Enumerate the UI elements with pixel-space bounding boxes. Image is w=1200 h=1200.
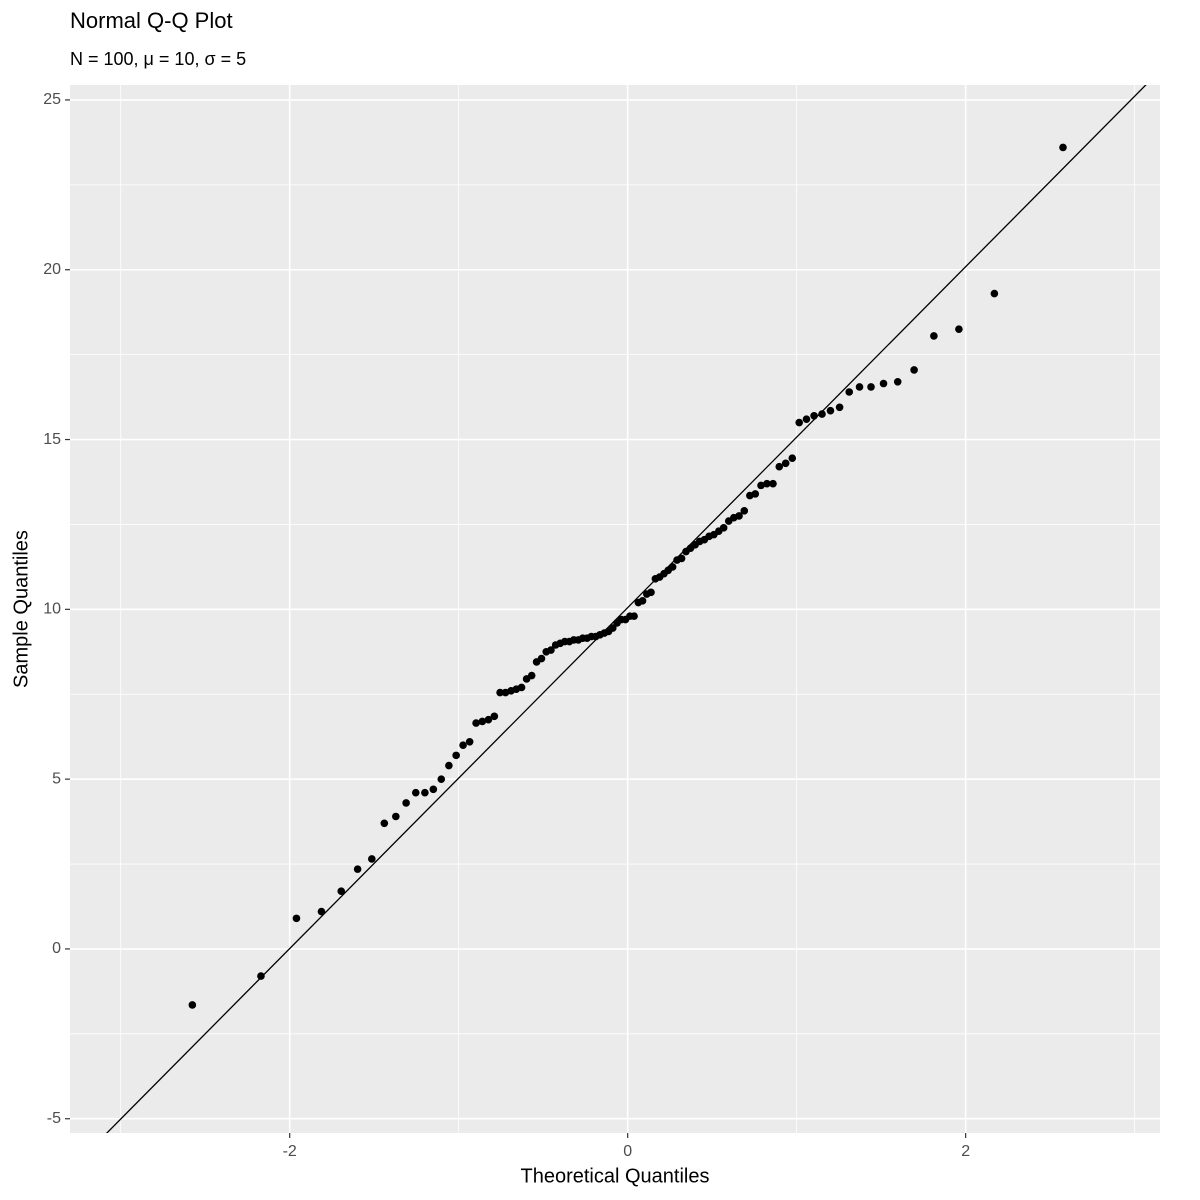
point bbox=[429, 785, 438, 794]
point bbox=[955, 325, 963, 333]
x-tick-label: 2 bbox=[961, 1143, 970, 1160]
chart-subtitle: N = 100, μ = 10, σ = 5 bbox=[70, 49, 246, 69]
point bbox=[517, 683, 526, 692]
point bbox=[392, 812, 400, 821]
point bbox=[527, 671, 536, 680]
point bbox=[292, 914, 301, 923]
point bbox=[781, 459, 790, 468]
point bbox=[368, 855, 376, 863]
point bbox=[452, 751, 460, 760]
point bbox=[795, 418, 804, 427]
point bbox=[547, 646, 555, 654]
point bbox=[465, 737, 474, 746]
point bbox=[802, 415, 811, 423]
point bbox=[421, 788, 429, 797]
point bbox=[490, 712, 499, 721]
point bbox=[188, 1001, 197, 1009]
point bbox=[402, 799, 410, 807]
point bbox=[337, 887, 346, 896]
y-tick-label: 0 bbox=[52, 940, 61, 957]
point bbox=[411, 788, 420, 797]
point bbox=[317, 907, 326, 916]
point bbox=[788, 454, 797, 463]
point bbox=[818, 410, 826, 418]
point bbox=[835, 403, 844, 412]
point bbox=[826, 406, 835, 415]
point bbox=[751, 490, 760, 498]
point bbox=[719, 524, 728, 532]
point bbox=[647, 588, 655, 597]
point bbox=[496, 688, 504, 697]
point bbox=[930, 332, 938, 340]
point bbox=[867, 383, 875, 391]
point bbox=[537, 654, 546, 663]
point bbox=[855, 383, 864, 391]
point bbox=[893, 378, 902, 386]
chart-title: Normal Q-Q Plot bbox=[70, 8, 233, 33]
point bbox=[472, 719, 480, 727]
point bbox=[353, 865, 362, 873]
y-tick-label: 5 bbox=[52, 770, 61, 787]
point bbox=[757, 481, 765, 490]
point bbox=[668, 563, 677, 571]
y-tick-label: 10 bbox=[43, 601, 61, 618]
point bbox=[445, 761, 453, 770]
y-axis-title: Sample Quantiles bbox=[10, 530, 32, 688]
point bbox=[484, 715, 493, 724]
point bbox=[478, 717, 487, 726]
point bbox=[609, 624, 617, 632]
y-tick-label: 20 bbox=[43, 261, 61, 278]
y-tick-label: -5 bbox=[47, 1110, 61, 1127]
point bbox=[845, 388, 854, 396]
point bbox=[763, 479, 771, 488]
y-tick-label: 25 bbox=[43, 91, 61, 108]
point bbox=[677, 554, 686, 563]
point bbox=[775, 462, 784, 471]
point bbox=[735, 512, 743, 520]
point bbox=[630, 612, 638, 620]
point bbox=[638, 597, 647, 605]
x-tick-label: 0 bbox=[623, 1143, 632, 1160]
point bbox=[879, 379, 888, 388]
point bbox=[810, 411, 818, 420]
point bbox=[437, 775, 446, 783]
point bbox=[769, 479, 777, 488]
point bbox=[990, 289, 999, 298]
point bbox=[257, 972, 265, 980]
point bbox=[459, 741, 467, 749]
x-axis-title: Theoretical Quantiles bbox=[521, 1165, 710, 1187]
point bbox=[910, 366, 918, 374]
point bbox=[740, 507, 749, 515]
point bbox=[1059, 143, 1067, 152]
x-tick-label: -2 bbox=[283, 1143, 297, 1160]
y-tick-label: 15 bbox=[43, 431, 61, 448]
point bbox=[380, 819, 389, 828]
